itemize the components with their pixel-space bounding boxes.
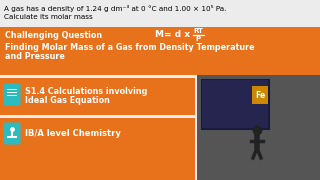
Text: Challenging Question: Challenging Question <box>5 31 102 40</box>
FancyBboxPatch shape <box>4 84 20 105</box>
FancyBboxPatch shape <box>0 27 320 75</box>
FancyBboxPatch shape <box>0 75 195 78</box>
Text: Fe: Fe <box>255 91 265 100</box>
FancyBboxPatch shape <box>202 80 268 128</box>
FancyBboxPatch shape <box>0 78 195 115</box>
Text: Calculate its molar mass: Calculate its molar mass <box>4 14 93 20</box>
FancyBboxPatch shape <box>0 118 195 180</box>
Text: IB/A level Chemistry: IB/A level Chemistry <box>25 129 121 138</box>
FancyBboxPatch shape <box>200 78 270 130</box>
FancyBboxPatch shape <box>252 86 268 104</box>
FancyBboxPatch shape <box>0 115 195 118</box>
Text: Finding Molar Mass of a Gas from Density Temperature: Finding Molar Mass of a Gas from Density… <box>5 43 255 52</box>
FancyBboxPatch shape <box>197 75 320 180</box>
Text: P: P <box>196 36 201 42</box>
Text: and Pressure: and Pressure <box>5 52 65 61</box>
Text: Ideal Gas Equation: Ideal Gas Equation <box>25 96 110 105</box>
Text: A gas has a density of 1.24 g dm⁻³ at 0 °C and 1.00 × 10⁵ Pa.: A gas has a density of 1.24 g dm⁻³ at 0 … <box>4 5 226 12</box>
Text: RT: RT <box>193 28 203 34</box>
Text: M= d x: M= d x <box>155 30 193 39</box>
FancyBboxPatch shape <box>4 123 20 145</box>
Text: S1.4 Calculations involving: S1.4 Calculations involving <box>25 87 148 96</box>
